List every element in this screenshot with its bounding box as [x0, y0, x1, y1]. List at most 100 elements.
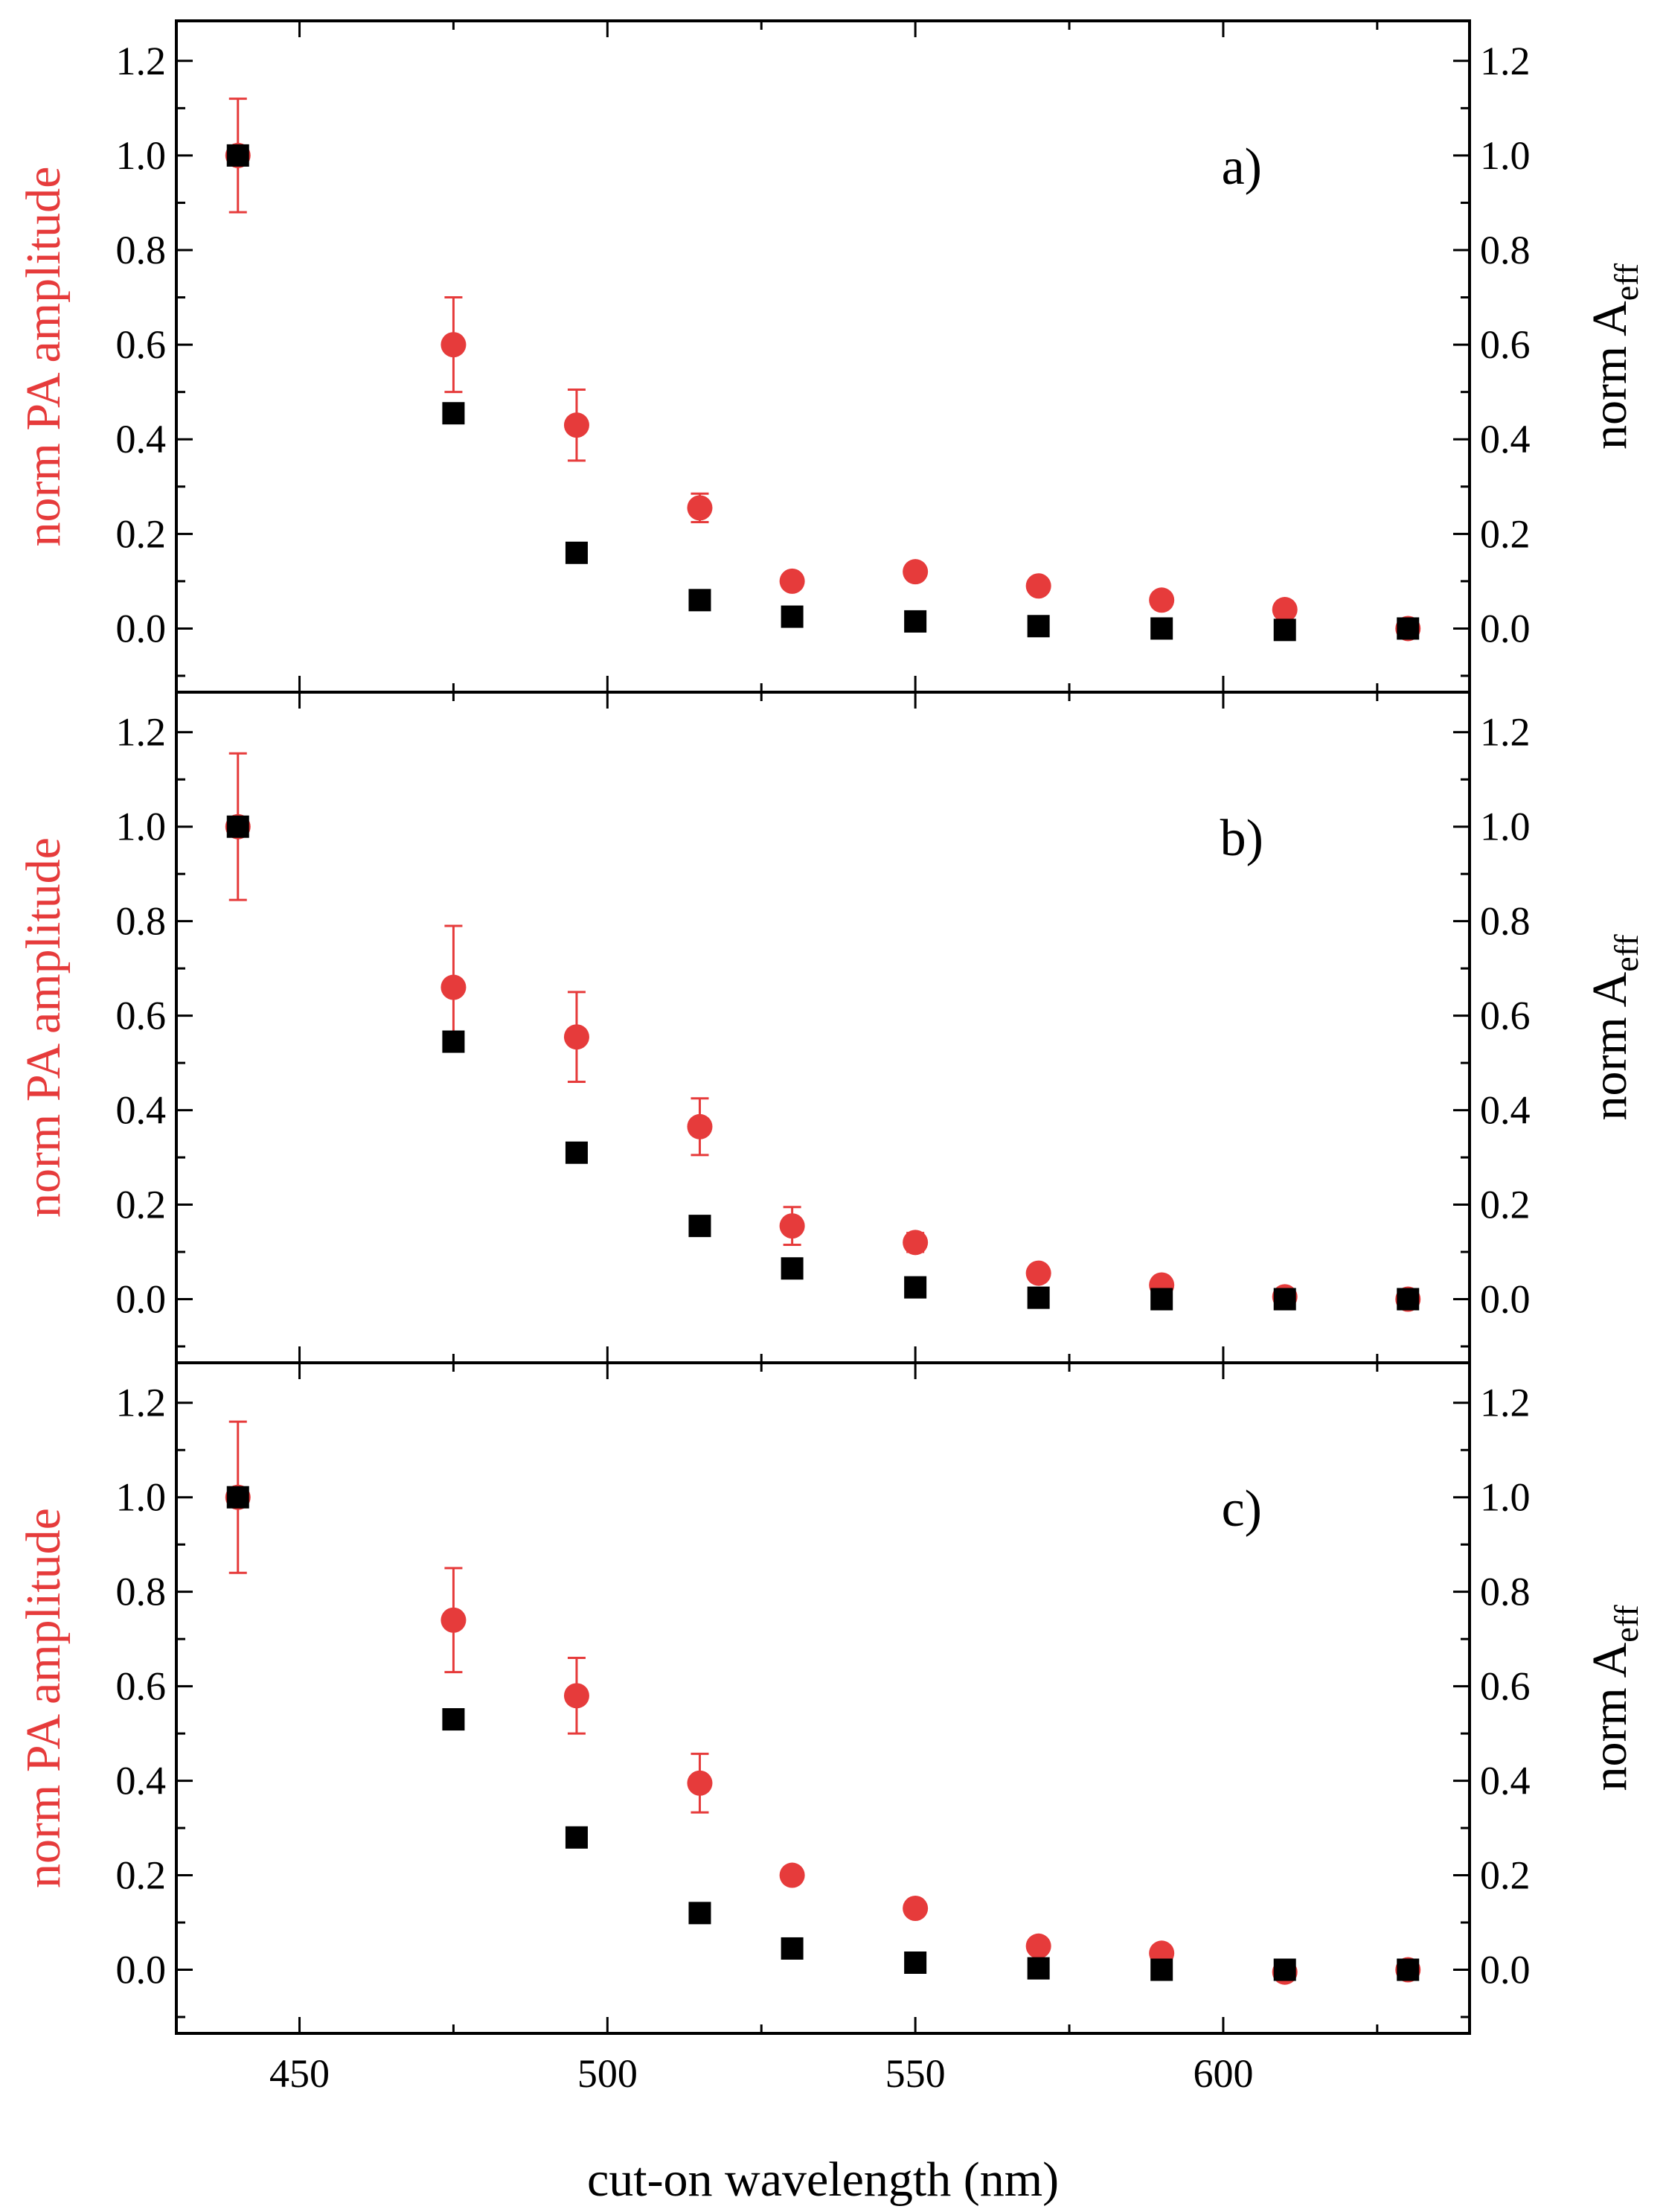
aeff-point — [1150, 1958, 1173, 1981]
y-axis-title-right-main: norm A — [1583, 971, 1637, 1120]
y-axis-title-right-subscript: eff — [1607, 934, 1645, 972]
aeff-point — [688, 589, 711, 612]
x-tick-label: 550 — [885, 2051, 946, 2096]
y-tick-label-left: 1.0 — [116, 1475, 167, 1520]
y-tick-label-right: 0.2 — [1480, 1853, 1531, 1898]
y-axis-title-right: norm Aeff — [1583, 1605, 1645, 1791]
aeff-point — [1027, 615, 1050, 638]
y-tick-label-right: 1.0 — [1480, 133, 1531, 178]
pa-point — [563, 1024, 589, 1050]
x-axis-title: cut-on wavelength (nm) — [587, 2152, 1059, 2207]
y-tick-label-right: 0.4 — [1480, 1088, 1531, 1133]
aeff-point — [1397, 617, 1420, 640]
y-tick-label-left: 0.4 — [116, 1759, 167, 1803]
y-tick-label-right: 0.8 — [1480, 1570, 1531, 1614]
y-tick-label-right: 1.2 — [1480, 710, 1531, 755]
pa-point — [779, 1213, 805, 1239]
aeff-point — [688, 1902, 711, 1925]
y-tick-label-right: 0.2 — [1480, 1183, 1531, 1227]
pa-point — [903, 559, 929, 585]
y-tick-label-right: 1.2 — [1480, 39, 1531, 83]
aeff-point — [781, 605, 804, 628]
panel-label: c) — [1222, 1480, 1262, 1538]
aeff-point — [781, 1937, 804, 1960]
y-tick-label-left: 0.8 — [116, 1570, 167, 1614]
aeff-point — [1027, 1957, 1050, 1980]
y-tick-label-right: 0.4 — [1480, 1759, 1531, 1803]
y-tick-label-right: 0.0 — [1480, 1277, 1531, 1322]
aeff-point — [565, 541, 588, 564]
aeff-point — [688, 1215, 711, 1238]
y-tick-label-right: 0.2 — [1480, 511, 1531, 556]
y-tick-label-left: 1.2 — [116, 1381, 167, 1425]
pa-point — [687, 1770, 713, 1796]
aeff-point — [1150, 1288, 1173, 1311]
pa-point — [1025, 1933, 1051, 1959]
aeff-point — [442, 1708, 465, 1731]
pa-point — [779, 568, 805, 594]
pa-point — [440, 1607, 467, 1633]
pa-point — [903, 1895, 929, 1921]
y-tick-label-left: 1.0 — [116, 805, 167, 849]
y-tick-label-left: 0.6 — [116, 994, 167, 1038]
aeff-point — [565, 1141, 588, 1164]
x-tick-label: 500 — [577, 2051, 638, 2096]
pa-point — [563, 412, 589, 438]
aeff-point — [442, 1030, 465, 1053]
y-tick-label-left: 0.0 — [116, 606, 167, 651]
pa-point — [1149, 587, 1175, 613]
y-tick-label-right: 0.8 — [1480, 899, 1531, 944]
pa-point — [903, 1230, 929, 1256]
panel-frame-1 — [175, 691, 1471, 1364]
aeff-point — [1027, 1286, 1050, 1309]
y-tick-label-left: 1.0 — [116, 133, 167, 178]
pa-point — [687, 1113, 713, 1139]
y-axis-title-right-subscript: eff — [1607, 1605, 1645, 1643]
aeff-point — [226, 1486, 249, 1509]
y-tick-label-right: 0.4 — [1480, 417, 1531, 461]
aeff-point — [904, 610, 927, 633]
y-tick-label-right: 1.0 — [1480, 805, 1531, 849]
y-tick-label-left: 0.0 — [116, 1948, 167, 1992]
panel-frame-0 — [175, 19, 1471, 694]
y-axis-title-right-main: norm A — [1583, 1642, 1637, 1791]
y-tick-label-right: 0.6 — [1480, 322, 1531, 367]
panel-label: b) — [1220, 810, 1263, 867]
aeff-point — [1397, 1288, 1420, 1311]
aeff-point — [1150, 617, 1173, 640]
aeff-point — [904, 1951, 927, 1974]
pa-point — [1025, 573, 1051, 599]
pa-point — [440, 332, 467, 358]
aeff-point — [442, 402, 465, 425]
y-axis-title-right: norm Aeff — [1583, 263, 1645, 450]
aeff-point — [904, 1276, 927, 1299]
pa-point — [1025, 1260, 1051, 1286]
x-tick-label: 600 — [1193, 2051, 1253, 2096]
y-tick-label-right: 1.0 — [1480, 1475, 1531, 1520]
panel-frame-2 — [175, 1361, 1471, 2035]
aeff-point — [1273, 1958, 1296, 1981]
y-tick-label-left: 0.2 — [116, 1853, 167, 1898]
aeff-point — [1397, 1958, 1420, 1981]
aeff-point — [226, 144, 249, 167]
y-tick-label-right: 0.0 — [1480, 1948, 1531, 1992]
pa-point — [687, 495, 713, 521]
y-tick-label-left: 0.8 — [116, 899, 167, 944]
y-axis-title-right-main: norm A — [1583, 301, 1637, 450]
y-axis-title-left: norm PA amplitude — [16, 837, 71, 1218]
y-tick-label-left: 0.4 — [116, 417, 167, 461]
pa-point — [1272, 597, 1298, 623]
y-tick-label-right: 0.6 — [1480, 1664, 1531, 1709]
y-tick-label-right: 0.8 — [1480, 228, 1531, 272]
aeff-point — [781, 1257, 804, 1280]
y-tick-label-left: 0.6 — [116, 322, 167, 367]
y-tick-label-left: 1.2 — [116, 710, 167, 755]
pa-point — [440, 974, 467, 1000]
y-axis-title-right: norm Aeff — [1583, 934, 1645, 1121]
pa-point — [779, 1862, 805, 1888]
aeff-point — [1273, 618, 1296, 642]
y-tick-label-right: 0.6 — [1480, 994, 1531, 1038]
aeff-point — [565, 1826, 588, 1849]
pa-point — [563, 1683, 589, 1709]
